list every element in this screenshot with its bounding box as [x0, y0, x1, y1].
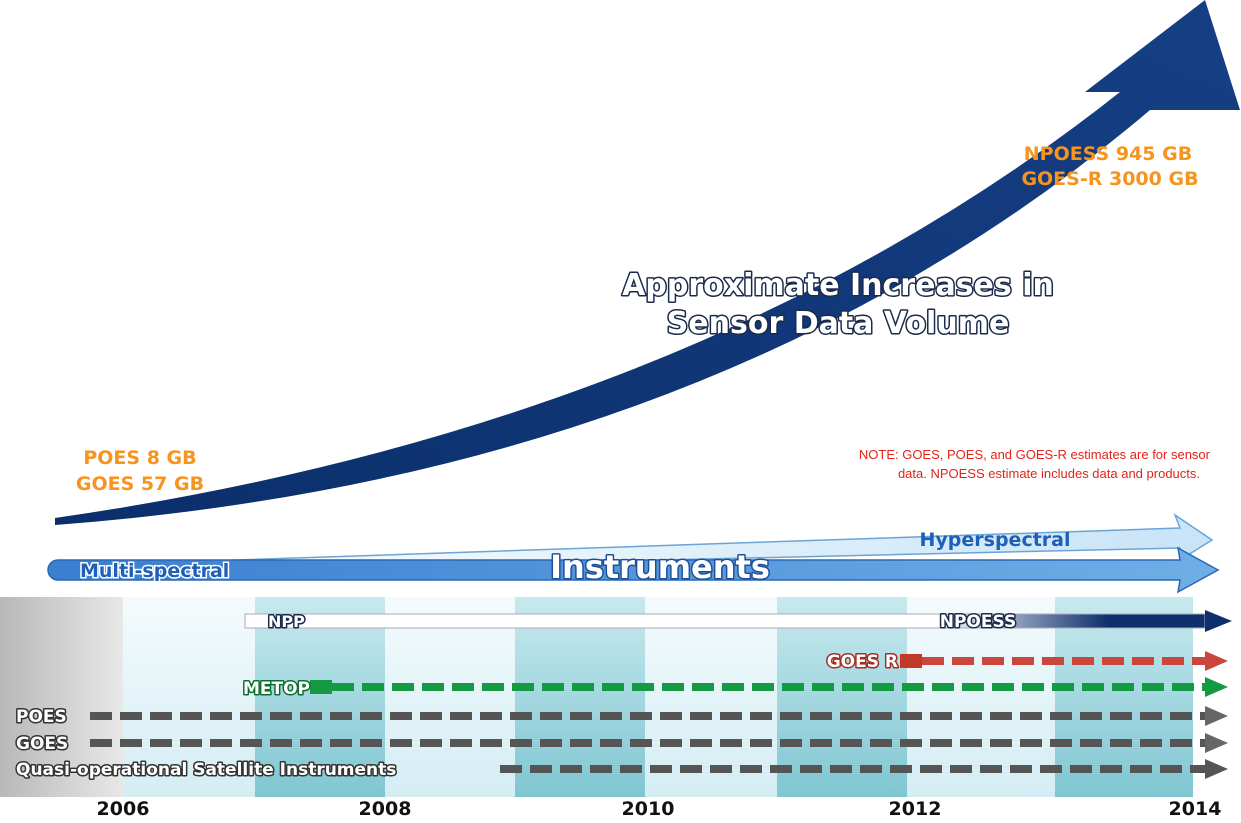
volume-label: POES 8 GB — [83, 447, 196, 469]
instruments-arrows — [47, 513, 1220, 594]
row-label: GOES — [16, 734, 68, 754]
instrument-label: Hyperspectral — [920, 529, 1071, 551]
volume-label: GOES-R 3000 GB — [1021, 168, 1198, 190]
year-label: 2012 — [889, 798, 942, 820]
note: data. NPOESS estimate includes data and … — [898, 466, 1200, 481]
title: Sensor Data Volume — [667, 306, 1010, 341]
title: Approximate Increases in — [622, 268, 1054, 303]
year-label: 2008 — [359, 798, 412, 820]
year-label: 2010 — [622, 798, 675, 820]
row-label: NPP — [268, 612, 305, 631]
note: NOTE: GOES, POES, and GOES-R estimates a… — [859, 447, 1211, 462]
timeline-bars — [90, 610, 1232, 779]
year-label: 2006 — [97, 798, 150, 820]
background-bands — [0, 597, 1193, 797]
row-label: GOES R — [827, 652, 898, 672]
instrument-label: Instruments — [550, 548, 770, 586]
volume-label: NPOESS 945 GB — [1024, 143, 1192, 165]
instrument-label: Multi-spectral — [80, 560, 229, 582]
row-label: NPOESS — [940, 612, 1016, 632]
row-label: Quasi-operational Satellite Instruments — [16, 760, 396, 780]
year-label: 2014 — [1169, 798, 1222, 820]
row-label: POES — [16, 707, 67, 727]
row-label: METOP — [243, 679, 310, 699]
volume-label: GOES 57 GB — [76, 473, 204, 495]
